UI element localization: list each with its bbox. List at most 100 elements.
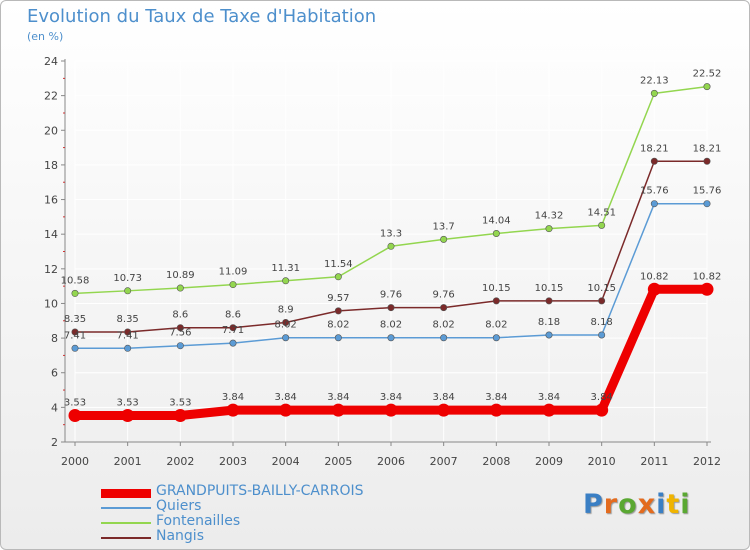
y-tick-label: 24 [44,55,58,68]
data-label: 10.58 [61,275,90,286]
data-label: 3.84 [222,392,244,403]
y-tick-label: 8 [51,332,58,345]
chart-subtitle: (en %) [27,30,64,43]
data-label: 3.84 [538,392,560,403]
y-tick-label: 14 [44,228,58,241]
data-point [650,157,658,165]
logo-letter: t [666,489,681,520]
data-point [700,282,714,296]
data-point [489,403,503,417]
data-label: 3.84 [327,392,349,403]
data-point [703,200,711,208]
x-tick-label: 2001 [114,455,142,468]
data-point [440,304,448,312]
data-point [121,409,135,423]
y-tick-label: 20 [44,124,58,137]
y-tick-label: 2 [51,436,58,449]
data-label: 10.82 [693,271,722,282]
legend-label: GRANDPUITS-BAILLY-CARROIS [156,483,364,499]
data-label: 8.35 [117,314,139,325]
data-label: 8.6 [172,310,188,321]
data-point [440,235,448,243]
data-point [492,297,500,305]
data-point [598,331,606,339]
data-point [598,297,606,305]
data-label: 10.15 [587,283,616,294]
data-label: 8.02 [485,320,507,331]
data-label: 14.51 [587,207,616,218]
data-label: 8.18 [591,317,613,328]
logo-letter: x [637,489,657,520]
data-label: 8.9 [278,305,294,316]
data-label: 18.21 [640,143,669,154]
data-point [650,89,658,97]
data-point [545,297,553,305]
x-tick-label: 2008 [482,455,510,468]
legend-swatch [101,488,151,498]
legend-swatch [101,522,151,524]
data-label: 10.15 [482,283,511,294]
data-label: 8.35 [64,314,86,325]
data-label: 15.76 [693,186,722,197]
data-label: 11.31 [271,263,300,274]
data-label: 18.21 [693,143,722,154]
data-point [124,287,132,295]
data-point [492,334,500,342]
y-tick-label: 18 [44,159,58,172]
legend-label: Fontenailles [156,513,241,529]
x-tick-label: 2000 [61,455,89,468]
data-point [595,403,609,417]
logo-letter: P [583,489,604,520]
data-label: 7.41 [117,330,139,341]
data-point [176,284,184,292]
data-label: 13.7 [433,221,455,232]
data-point [387,334,395,342]
data-point [703,157,711,165]
data-point [542,403,556,417]
data-label: 10.82 [640,271,669,282]
y-tick-label: 12 [44,263,58,276]
data-point [124,344,132,352]
data-label: 9.57 [327,293,349,304]
x-tick-label: 2002 [166,455,194,468]
data-point [68,409,82,423]
y-tick-label: 10 [44,297,58,310]
data-point [384,403,398,417]
data-point [282,319,290,327]
data-label: 11.09 [219,267,248,278]
x-tick-label: 2010 [588,455,616,468]
data-label: 13.3 [380,228,402,239]
data-point [229,281,237,289]
data-label: 22.13 [640,75,669,86]
legend-swatch [101,507,151,509]
data-point [334,273,342,281]
data-label: 3.53 [64,398,86,409]
x-tick-label: 2005 [324,455,352,468]
logo-letter: o [618,489,638,520]
data-label: 14.04 [482,215,511,226]
data-label: 22.52 [693,69,722,80]
data-label: 8.02 [327,320,349,331]
data-label: 11.54 [324,259,353,270]
data-label: 3.84 [591,392,613,403]
data-point [71,328,79,336]
data-point [387,304,395,312]
data-point [176,342,184,350]
data-label: 14.32 [535,211,564,222]
x-tick-label: 2012 [693,455,721,468]
logo-letter: i [680,489,691,520]
data-point [647,282,661,296]
data-point [71,289,79,297]
data-label: 8.02 [433,320,455,331]
data-point [334,334,342,342]
data-point [545,331,553,339]
data-label: 8.02 [275,320,297,331]
x-tick-label: 2004 [272,455,300,468]
data-label: 10.73 [113,273,142,284]
data-point [440,334,448,342]
data-point [387,242,395,250]
chart-title: Evolution du Taux de Taxe d'Habitation [27,6,377,27]
data-point [334,307,342,315]
data-point [703,83,711,91]
